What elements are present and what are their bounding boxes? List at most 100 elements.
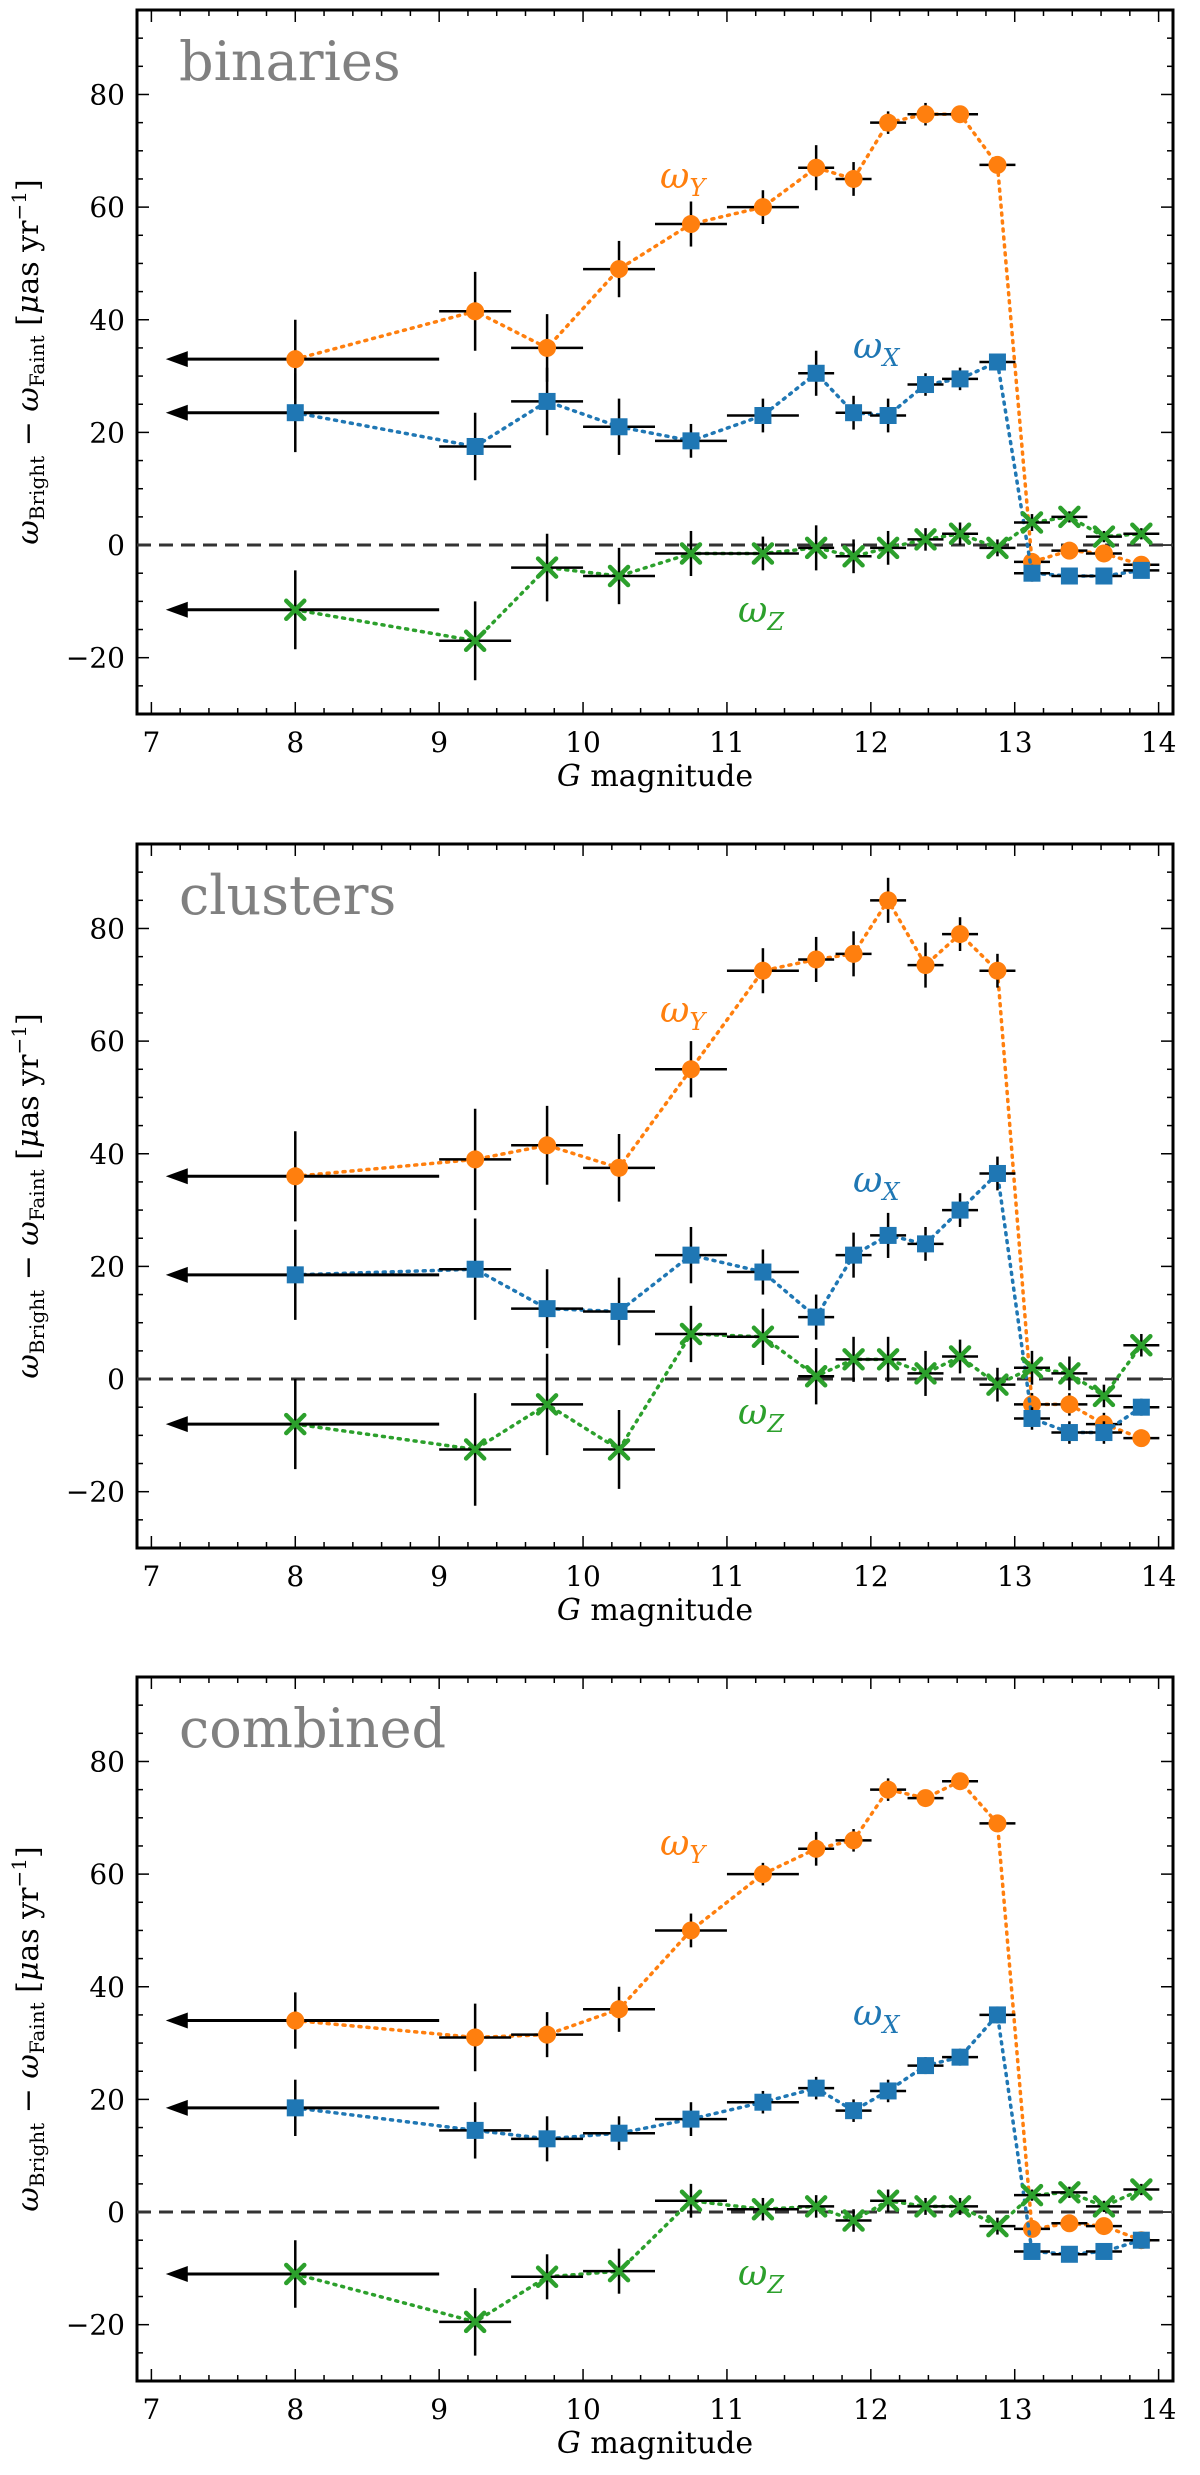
data-point-X (538, 1300, 556, 1318)
series-label-X: ωX (853, 1160, 900, 1206)
x-tick-label: 10 (565, 726, 601, 759)
data-point-X (682, 2110, 700, 2128)
series-line-X (293, 2010, 1144, 2257)
data-point-Z (284, 1412, 307, 1436)
series-label-Z: ωZ (738, 590, 785, 636)
data-point-Z (914, 528, 937, 551)
limit-arrow-head (165, 2265, 188, 2282)
panel-title: clusters (179, 864, 396, 927)
series-label-Y: ωY (660, 1823, 707, 1869)
data-point-Z (607, 2259, 631, 2283)
y-tick-label: 0 (107, 529, 125, 562)
y-tick-label: 0 (107, 2196, 125, 2229)
data-point-Z (751, 1325, 775, 1349)
data-point-Z (284, 2262, 307, 2286)
data-point-Y (879, 891, 898, 910)
data-point-Y (1094, 2217, 1113, 2236)
x-tick-label: 12 (853, 1560, 889, 1593)
data-point-Z (463, 1438, 487, 1461)
data-point-X (466, 437, 484, 455)
panel-title: binaries (179, 30, 401, 93)
data-point-Z (914, 2195, 937, 2218)
plot-frame (135, 8, 1175, 716)
plot-frame (135, 1675, 1175, 2383)
data-point-Y (807, 158, 826, 177)
data-point-Y (466, 2028, 485, 2047)
data-point-X (1132, 1398, 1150, 1416)
data-point-X (466, 1260, 484, 1278)
y-tick-label: 20 (89, 2083, 125, 2116)
data-point-X (538, 392, 556, 410)
y-tick-label: 60 (89, 1858, 125, 1891)
x-tick-label: 9 (430, 1560, 448, 1593)
data-point-Y (1022, 2219, 1041, 2238)
data-point-Z (1130, 522, 1153, 546)
limit-arrow-head (165, 1266, 188, 1283)
panel-combined: 7 8 9 10 11 12 13 14 −20 0 20 40 60 80 combined G magni… (7, 1675, 1176, 2461)
data-point-Z (948, 522, 972, 546)
data-point-Y (681, 1060, 700, 1079)
data-point-Z (535, 556, 559, 579)
y-tick-label: 0 (107, 1363, 125, 1396)
limit-arrow-head (165, 2099, 188, 2116)
data-point-X (988, 1164, 1006, 1182)
data-point-Y (538, 1136, 557, 1155)
plot-frame (135, 842, 1175, 1550)
data-point-X (807, 364, 825, 382)
data-point-X (988, 2006, 1006, 2024)
series-label-Y: ωY (660, 990, 707, 1036)
y-tick-label: 80 (89, 912, 125, 945)
data-point-Y (286, 350, 305, 369)
series-X (165, 1156, 1160, 1444)
data-point-X (610, 2124, 628, 2142)
data-point-X (879, 1226, 897, 1244)
data-point-Y (1022, 1395, 1041, 1414)
series-line-Y (293, 896, 1144, 1440)
data-point-Y (807, 1839, 826, 1858)
data-point-X (1095, 1424, 1113, 1442)
series-line-Y (293, 1779, 1144, 2242)
data-point-X (917, 1235, 935, 1253)
data-point-X (1060, 2245, 1078, 2263)
data-point-Y (951, 1772, 970, 1791)
x-axis-label: G magnitude (557, 759, 753, 794)
data-point-X (807, 2079, 825, 2097)
x-tick-label: 8 (286, 1560, 304, 1593)
y-tick-label: 20 (89, 1250, 125, 1283)
data-point-Z (463, 2310, 487, 2334)
data-point-Z (842, 1348, 865, 1371)
data-point-Y (610, 1158, 629, 1177)
data-point-Y (844, 944, 863, 963)
data-point-X (1023, 2242, 1041, 2260)
data-point-Y (916, 956, 935, 975)
data-point-X (917, 2057, 935, 2075)
series-Z (165, 505, 1160, 681)
data-point-Z (842, 2209, 865, 2232)
data-point-Z (535, 1393, 559, 1416)
y-tick-label: 40 (89, 1138, 125, 1171)
panel-title: combined (179, 1697, 446, 1760)
series-line-Y (293, 112, 1144, 567)
y-tick-label: −20 (66, 2309, 125, 2342)
data-point-X (1095, 2242, 1113, 2260)
data-point-Y (681, 1921, 700, 1940)
data-point-X (286, 404, 304, 422)
y-axis-label: ωBright − ωFaint [μas yr−1] (7, 1846, 49, 2211)
data-point-X (807, 1308, 825, 1326)
panel-clusters: 7 8 9 10 11 12 13 14 −20 0 20 40 60 80 clusters G magni… (7, 842, 1176, 1628)
data-point-X (754, 407, 772, 425)
y-tick-label: −20 (66, 1476, 125, 1509)
data-point-Z (986, 536, 1009, 560)
data-point-Y (1060, 1395, 1079, 1414)
data-point-Y (286, 2011, 305, 2030)
data-point-Y (951, 105, 970, 124)
series-line-Z (293, 1332, 1144, 1452)
data-point-Y (466, 302, 485, 321)
panel-binaries: 7 8 9 10 11 12 13 14 −20 0 20 40 60 80 binaries G magni… (7, 8, 1176, 794)
limit-arrow-head (165, 1168, 188, 1185)
data-point-X (879, 2082, 897, 2100)
x-tick-label: 12 (853, 726, 889, 759)
x-tick-label: 9 (430, 2393, 448, 2426)
data-point-Y (753, 961, 772, 980)
series-line-Z (293, 515, 1144, 643)
